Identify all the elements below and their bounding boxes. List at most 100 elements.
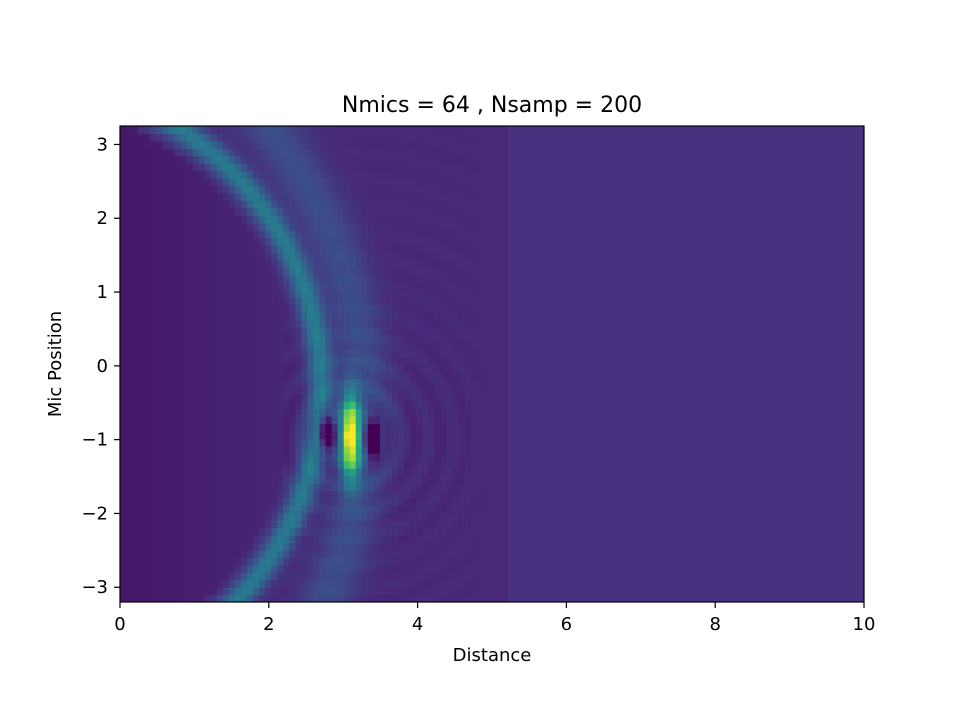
heatmap-cell — [452, 252, 460, 261]
heatmap-cell — [186, 289, 194, 298]
heatmap-cell — [422, 401, 429, 410]
heatmap-cell — [428, 512, 435, 521]
heatmap-cell — [428, 200, 435, 209]
heatmap-cell — [434, 192, 441, 201]
heatmap-cell — [180, 438, 188, 447]
heatmap-cell — [271, 587, 278, 596]
heatmap-cell — [319, 311, 327, 320]
heatmap-cell — [216, 468, 224, 477]
heatmap-cell — [162, 416, 169, 425]
heatmap-cell — [144, 140, 151, 149]
heatmap-cell — [222, 430, 230, 439]
heatmap-cell — [186, 475, 194, 484]
heatmap-cell — [174, 497, 182, 506]
axes-frame — [119, 125, 865, 603]
heatmap-cell — [488, 430, 496, 439]
heatmap-cell — [482, 259, 490, 268]
heatmap-cell — [210, 557, 218, 566]
heatmap-cell — [458, 252, 466, 261]
heatmap-cell — [476, 468, 484, 477]
heatmap-cell — [222, 535, 230, 544]
heatmap-cell — [222, 438, 230, 447]
heatmap-cell — [210, 371, 218, 380]
heatmap-cell — [180, 453, 188, 462]
heatmap-cell — [428, 594, 435, 602]
heatmap-cell — [428, 408, 435, 417]
heatmap-cell — [458, 564, 466, 573]
heatmap-cell — [482, 386, 490, 395]
heatmap-cell — [379, 259, 387, 268]
heatmap-cell — [150, 140, 157, 149]
heatmap-cell — [132, 572, 139, 581]
heatmap-cell — [265, 549, 272, 558]
heatmap-cell — [283, 185, 290, 194]
heatmap-cell — [246, 438, 254, 447]
heatmap-cell — [295, 163, 302, 172]
heatmap-cell — [168, 274, 175, 283]
heatmap-cell — [259, 512, 266, 521]
heatmap-cell — [313, 163, 321, 172]
heatmap-cell — [331, 579, 339, 588]
heatmap-cell — [476, 170, 484, 179]
heatmap-cell — [470, 386, 478, 395]
heatmap-cell — [379, 334, 387, 343]
heatmap-cell — [349, 423, 357, 432]
heatmap-cell — [367, 245, 375, 254]
heatmap-cell — [325, 505, 333, 514]
heatmap-cell — [216, 564, 224, 573]
heatmap-cell — [295, 386, 302, 395]
heatmap-cell — [132, 155, 139, 164]
heatmap-cell — [452, 319, 460, 328]
heatmap-cell — [379, 178, 387, 187]
heatmap-cell — [240, 334, 248, 343]
heatmap-cell — [355, 594, 363, 602]
heatmap-cell — [271, 378, 278, 387]
heatmap-cell — [343, 230, 351, 239]
heatmap-cell — [494, 497, 502, 506]
heatmap-cell — [494, 200, 502, 209]
heatmap-cell — [198, 549, 206, 558]
heatmap-cell — [283, 542, 290, 551]
heatmap-cell — [331, 192, 339, 201]
heatmap-cell — [277, 386, 284, 395]
heatmap-cell — [174, 527, 182, 536]
heatmap-cell — [240, 371, 248, 380]
heatmap-cell — [265, 371, 272, 380]
heatmap-cell — [392, 304, 399, 313]
heatmap-cell — [379, 192, 387, 201]
heatmap-cell — [398, 245, 405, 254]
heatmap-cell — [392, 267, 399, 276]
heatmap-cell — [446, 430, 454, 439]
heatmap-cell — [259, 163, 266, 172]
heatmap-cell — [392, 408, 399, 417]
heatmap-cell — [234, 579, 242, 588]
heatmap-cell — [331, 334, 339, 343]
heatmap-cell — [228, 416, 236, 425]
heatmap-cell — [331, 408, 339, 417]
heatmap-cell — [422, 222, 429, 231]
heatmap-cell — [174, 535, 182, 544]
heatmap-cell — [482, 185, 490, 194]
heatmap-cell — [458, 453, 466, 462]
heatmap-cell — [349, 364, 357, 373]
heatmap-cell — [422, 163, 429, 172]
heatmap-cell — [222, 408, 230, 417]
heatmap-cell — [271, 304, 278, 313]
heatmap-cell — [222, 178, 230, 187]
heatmap-cell — [204, 192, 212, 201]
heatmap-cell — [144, 326, 151, 335]
heatmap-cell — [404, 274, 411, 283]
heatmap-cell — [361, 356, 369, 365]
heatmap-cell — [246, 178, 254, 187]
heatmap-cell — [138, 549, 145, 558]
heatmap-cell — [367, 200, 375, 209]
heatmap-cell — [180, 490, 188, 499]
heatmap-cell — [138, 267, 145, 276]
heatmap-cell — [138, 230, 145, 239]
heatmap-cell — [198, 371, 206, 380]
heatmap-cell — [210, 245, 218, 254]
heatmap-cell — [464, 453, 472, 462]
heatmap-cell — [476, 304, 484, 313]
heatmap-cell — [144, 594, 151, 602]
heatmap-cell — [446, 460, 454, 469]
